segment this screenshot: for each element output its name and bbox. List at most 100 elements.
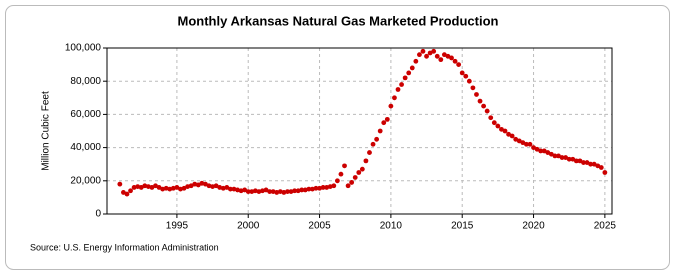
data-point <box>203 181 208 187</box>
data-point <box>441 52 447 58</box>
data-point <box>556 153 561 159</box>
data-point <box>502 128 508 134</box>
data-point <box>363 158 369 164</box>
data-point <box>452 58 458 64</box>
plot-border <box>106 47 613 215</box>
data-point <box>263 187 269 193</box>
data-point <box>420 48 426 54</box>
data-point <box>598 165 604 170</box>
data-point <box>181 185 187 191</box>
data-point <box>541 148 547 154</box>
data-point <box>581 160 586 165</box>
data-point <box>431 48 437 54</box>
data-point <box>577 158 583 164</box>
data-point <box>481 103 487 109</box>
y-tick-label: 40,000 <box>70 142 101 153</box>
data-point <box>384 116 390 122</box>
x-tick-label: 2020 <box>522 221 545 232</box>
data-point <box>156 185 162 190</box>
data-point <box>406 70 412 76</box>
data-point <box>349 180 355 185</box>
data-point <box>313 185 319 191</box>
source-note: Source: U.S. Energy Information Administ… <box>30 242 219 252</box>
data-point <box>427 50 433 56</box>
data-point <box>213 183 219 189</box>
data-point <box>552 153 558 159</box>
data-point <box>138 185 144 190</box>
data-point <box>595 163 601 169</box>
data-point <box>424 53 429 59</box>
data-point <box>488 115 494 121</box>
data-point <box>121 190 126 195</box>
data-point <box>531 145 536 151</box>
data-point <box>434 53 440 59</box>
chart-frame <box>5 5 670 270</box>
x-tick-label: 2000 <box>237 221 260 232</box>
data-point <box>292 188 297 194</box>
data-point <box>509 133 515 139</box>
data-point <box>338 171 344 177</box>
data-point <box>534 146 540 152</box>
data-point <box>224 185 230 190</box>
data-point <box>413 58 419 64</box>
y-tick-label: 100,000 <box>65 43 102 54</box>
data-point <box>513 136 519 142</box>
data-point <box>477 98 483 104</box>
data-point <box>227 186 233 192</box>
data-point <box>392 95 397 101</box>
data-point <box>538 148 544 154</box>
data-point <box>174 185 180 190</box>
data-point <box>584 160 590 165</box>
data-point <box>470 85 476 91</box>
data-point <box>463 73 469 79</box>
data-point <box>506 131 511 137</box>
data-point <box>570 156 576 162</box>
data-point <box>491 120 497 126</box>
data-point <box>545 150 551 155</box>
data-point <box>242 187 248 193</box>
data-point <box>399 82 404 87</box>
data-point <box>331 183 337 189</box>
data-point <box>342 163 347 169</box>
data-point <box>124 191 130 197</box>
data-point <box>588 161 594 167</box>
chart-title: Monthly Arkansas Natural Gas Marketed Pr… <box>178 13 499 28</box>
data-point <box>449 55 454 61</box>
x-tick-label: 2005 <box>308 221 331 232</box>
y-axis-label: Million Cubic Feet <box>41 91 52 171</box>
data-point <box>527 141 533 147</box>
data-point <box>320 185 326 190</box>
data-point <box>591 161 597 167</box>
data-point <box>381 120 387 126</box>
data-point <box>445 53 451 59</box>
data-point <box>356 170 362 175</box>
data-point <box>516 138 522 144</box>
data-point <box>459 70 465 76</box>
data-point <box>438 57 444 63</box>
data-point <box>352 175 358 180</box>
data-point <box>395 87 401 92</box>
data-point <box>524 141 529 147</box>
data-point <box>499 126 504 132</box>
data-point <box>566 156 572 162</box>
data-point <box>388 103 394 109</box>
data-point <box>117 181 123 187</box>
data-point <box>456 62 462 67</box>
x-tick-label: 2025 <box>594 221 617 232</box>
data-point <box>548 151 554 157</box>
data-point <box>299 187 305 193</box>
data-point <box>484 108 490 114</box>
data-point <box>149 185 155 190</box>
y-tick-label: 60,000 <box>70 109 101 120</box>
x-tick-label: 2015 <box>451 221 474 232</box>
data-point <box>306 186 312 192</box>
data-point <box>559 155 565 160</box>
data-point <box>602 170 608 175</box>
y-tick-label: 20,000 <box>70 175 101 186</box>
data-point <box>377 128 383 134</box>
data-point <box>128 188 133 194</box>
data-point <box>367 150 372 155</box>
data-point <box>563 155 569 160</box>
data-point <box>409 65 415 71</box>
